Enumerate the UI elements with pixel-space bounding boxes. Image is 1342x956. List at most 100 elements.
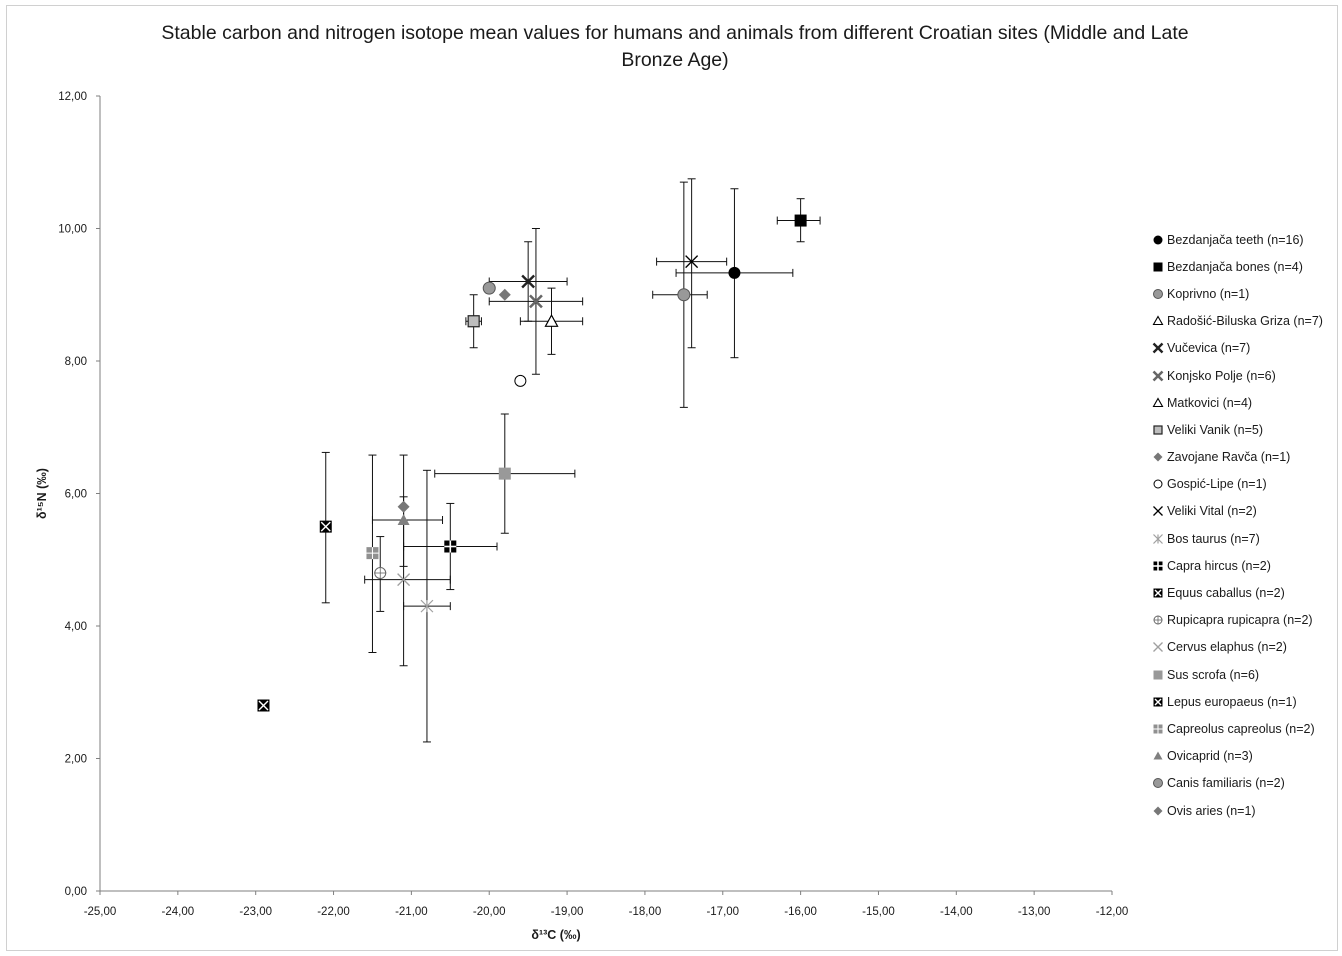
legend-marker-icon: [1153, 561, 1163, 571]
data-points: [257, 214, 807, 712]
data-point: [794, 214, 807, 227]
y-tick-label: 8,00: [65, 356, 87, 368]
legend-marker-icon: [1153, 778, 1163, 789]
axes: -25,00 -24,00 -23,00 -22,00 -21,00 -20,00 -19,…: [58, 91, 1128, 918]
legend-item: Cervus elaphus (n=2): [1152, 634, 1338, 661]
data-point: [366, 547, 379, 560]
legend-item: Konjsko Polje (n=6): [1152, 362, 1338, 389]
legend-label: Ovicaprid (n=3): [1167, 749, 1253, 764]
legend-item: Ovicaprid (n=3): [1152, 743, 1338, 770]
legend-item: Capreolus capreolus (n=2): [1152, 715, 1338, 742]
y-tick-label: 10,00: [58, 224, 87, 236]
legend-label: Cervus elaphus (n=2): [1167, 640, 1287, 655]
data-point: [677, 288, 691, 302]
legend-item: Bos taurus (n=7): [1152, 525, 1338, 552]
data-point: [397, 500, 410, 513]
legend-marker-icon: [1153, 425, 1163, 435]
legend-item: Capra hircus (n=2): [1152, 552, 1338, 579]
legend-marker-icon: [1153, 724, 1163, 734]
legend-marker-icon: [1153, 452, 1163, 462]
x-tick-label: -16,00: [784, 906, 817, 918]
legend-label: Ovis aries (n=1): [1167, 803, 1256, 818]
error-bar-x: [364, 575, 451, 584]
legend-marker-icon: [1153, 288, 1163, 299]
x-tick-label: -23,00: [239, 906, 272, 918]
legend-marker-icon: [1153, 235, 1163, 245]
data-point: [685, 255, 699, 269]
legend-label: Konjsko Polje (n=6): [1167, 368, 1276, 383]
x-tick-label: -18,00: [629, 906, 662, 918]
legend-marker-icon: [1153, 697, 1163, 707]
legend-label: Bezdanjača bones (n=4): [1167, 259, 1303, 274]
legend-label: Equus caballus (n=2): [1167, 586, 1285, 601]
y-tick-label: 2,00: [65, 754, 87, 766]
legend-marker-icon: [1153, 642, 1163, 653]
data-point: [319, 520, 332, 533]
legend-item: Sus scrofa (n=6): [1152, 661, 1338, 688]
x-tick-label: -25,00: [84, 906, 117, 918]
data-point: [257, 699, 270, 712]
error-bar-y: [687, 178, 696, 349]
y-tick-label: 0,00: [65, 886, 87, 898]
legend-label: Bos taurus (n=7): [1167, 531, 1260, 546]
data-point: [728, 266, 741, 279]
data-point: [467, 315, 480, 328]
y-tick-label: 4,00: [65, 621, 87, 633]
legend-marker-icon: [1153, 588, 1163, 598]
chart-frame: [6, 5, 1338, 951]
data-point: [420, 599, 434, 613]
legend-marker-icon: [1153, 262, 1163, 272]
legend-label: Canis familiaris (n=2): [1167, 776, 1285, 791]
legend-marker-icon: [1153, 806, 1163, 816]
legend-label: Koprivno (n=1): [1167, 286, 1250, 301]
x-tick-label: -14,00: [940, 906, 973, 918]
legend-marker-icon: [1152, 397, 1164, 407]
legend-marker-icon: [1153, 670, 1163, 680]
chart-title: Stable carbon and nitrogen isotope mean …: [161, 22, 1189, 71]
legend-marker-icon: [1153, 615, 1163, 625]
legend-item: Gospić-Lipe (n=1): [1152, 471, 1338, 498]
legend-label: Veliki Vanik (n=5): [1167, 422, 1263, 437]
legend-marker-icon: [1153, 751, 1163, 760]
legend-label: Gospić-Lipe (n=1): [1167, 477, 1267, 492]
legend-item: Ovis aries (n=1): [1152, 797, 1338, 824]
legend-item: Koprivno (n=1): [1152, 280, 1338, 307]
legend-label: Bezdanjača teeth (n=16): [1167, 232, 1304, 247]
legend-item: Veliki Vanik (n=5): [1152, 416, 1338, 443]
x-tick-label: -12,00: [1096, 906, 1129, 918]
legend-label: Veliki Vital (n=2): [1167, 504, 1257, 519]
legend-label: Matkovici (n=4): [1167, 395, 1253, 410]
legend-marker-icon: [1153, 506, 1163, 517]
legend-marker-icon: [1152, 315, 1164, 326]
data-point: [544, 314, 559, 327]
legend-item: Radošić-Biluska Griza (n=7): [1152, 308, 1338, 335]
legend-marker-icon: [1152, 370, 1164, 381]
legend-item: Zavojane Ravča (n=1): [1152, 444, 1338, 471]
data-point: [498, 467, 511, 480]
legend-item: Matkovici (n=4): [1152, 389, 1338, 416]
legend-item: Rupicapra rupicapra (n=2): [1152, 607, 1338, 634]
x-tick-label: -17,00: [706, 906, 739, 918]
legend-item: Equus caballus (n=2): [1152, 579, 1338, 606]
x-tick-label: -24,00: [162, 906, 195, 918]
legend-marker-icon: [1153, 479, 1163, 489]
legend-label: Rupicapra rupicapra (n=2): [1167, 613, 1313, 628]
legend-label: Capra hircus (n=2): [1167, 558, 1271, 573]
data-point: [514, 374, 527, 387]
legend-item: Bezdanjača bones (n=4): [1152, 253, 1338, 280]
data-point: [529, 294, 543, 309]
legend-label: Vučevica (n=7): [1167, 341, 1251, 356]
x-axis-label: δ¹³C (‰): [531, 928, 580, 942]
data-point: [498, 288, 511, 301]
data-point: [397, 573, 411, 587]
x-tick-label: -22,00: [317, 906, 350, 918]
data-point: [521, 274, 536, 289]
error-bars: [321, 178, 821, 743]
error-bar-x: [371, 516, 444, 524]
x-tick-label: -15,00: [862, 906, 895, 918]
x-tick-label: -20,00: [473, 906, 506, 918]
x-tick-label: -19,00: [551, 906, 584, 918]
data-point: [444, 540, 457, 553]
legend-label: Capreolus capreolus (n=2): [1167, 721, 1315, 736]
